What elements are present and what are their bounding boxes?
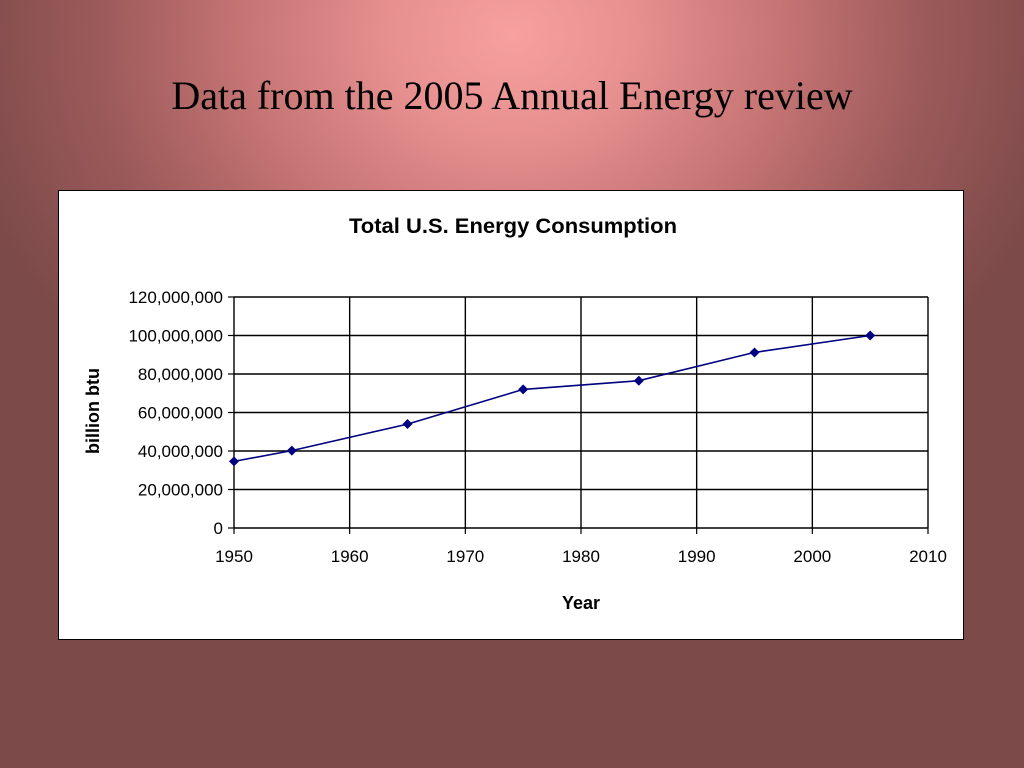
y-tick-label: 40,000,000 (138, 442, 223, 461)
x-tick-label: 2000 (793, 547, 831, 566)
y-tick-label: 60,000,000 (138, 404, 223, 423)
data-point-marker (633, 375, 644, 386)
y-tick-label: 120,000,000 (128, 288, 223, 307)
y-tick-label: 20,000,000 (138, 481, 223, 500)
axes (228, 296, 929, 534)
x-tick-label: 1950 (215, 547, 253, 566)
tick-labels: 0 20,000,000 40,000,000 60,000,000 80,000,00… (128, 288, 946, 566)
data-point-marker (286, 445, 297, 456)
data-point-marker (865, 330, 876, 341)
x-tick-label: 1990 (678, 547, 716, 566)
y-tick-label: 0 (214, 519, 223, 538)
chart-title: Total U.S. Energy Consumption (349, 215, 677, 238)
x-axis-label: Year (562, 593, 600, 613)
x-tick-label: 1980 (562, 547, 600, 566)
x-tick-label: 1970 (446, 547, 484, 566)
x-tick-label: 2010 (909, 547, 947, 566)
slide-title: Data from the 2005 Annual Energy review (171, 73, 853, 118)
y-tick-label: 100,000,000 (128, 327, 223, 346)
data-point-marker (229, 456, 239, 467)
series-line (233, 334, 871, 463)
chart-container: Total U.S. Energy Consumption Year billi… (58, 190, 964, 640)
grid (234, 296, 929, 528)
data-point-marker (749, 347, 760, 358)
data-point-marker (518, 384, 529, 395)
y-tick-label: 80,000,000 (138, 365, 223, 384)
x-tick-label: 1960 (331, 547, 369, 566)
series (229, 330, 876, 467)
line-chart: Total U.S. Energy Consumption Year billi… (83, 215, 947, 613)
y-axis-label: billion btu (83, 368, 103, 454)
data-point-marker (402, 419, 413, 430)
